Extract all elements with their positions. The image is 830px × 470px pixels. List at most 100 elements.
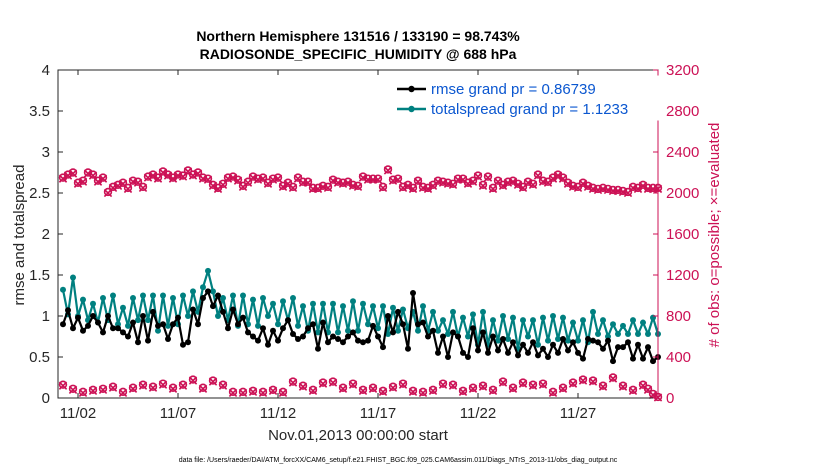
- obs-high-possible-marker: [213, 183, 223, 193]
- totalspread-point: [125, 322, 131, 329]
- rmse-point: [305, 325, 311, 332]
- obs-low-evaluated-marker: [528, 381, 538, 390]
- y2-tick-label: 2000: [666, 185, 699, 202]
- obs-high-possible-marker: [458, 174, 468, 183]
- rmse-point: [100, 329, 106, 336]
- obs-low-evaluated-marker: [168, 384, 178, 393]
- obs-high-evaluated-marker: [373, 175, 383, 184]
- y2-tick-label: 400: [666, 349, 691, 366]
- obs-high-possible-marker: [473, 171, 483, 180]
- obs-high-possible-marker: [373, 174, 383, 183]
- obs-high-possible-marker: [88, 170, 98, 179]
- totalspread-point: [260, 294, 266, 301]
- legend-rmse-marker: [408, 85, 415, 93]
- obs-low-possible-marker: [108, 382, 118, 391]
- y-axis-label: rmse and totalspread: [11, 165, 28, 306]
- obs-low-possible-marker: [208, 376, 218, 385]
- obs-low-evaluated-marker: [308, 386, 318, 395]
- rmse-point: [185, 339, 191, 346]
- y-tick-label: 3.5: [29, 103, 50, 120]
- totalspread-point: [505, 335, 511, 342]
- obs-high-possible-marker: [593, 184, 603, 194]
- obs-high-possible-marker: [428, 180, 438, 190]
- obs-high-evaluated-marker: [138, 183, 148, 193]
- totalspread-point: [155, 327, 161, 334]
- obs-high-possible-marker: [103, 187, 113, 197]
- rmse-point: [90, 313, 96, 319]
- totalspread-point: [580, 317, 586, 324]
- rmse-point: [365, 337, 371, 344]
- rmse-point: [310, 321, 316, 328]
- obs-high-possible-marker: [118, 178, 128, 187]
- rmse-point: [65, 307, 71, 314]
- obs-low-evaluated-marker: [298, 382, 308, 391]
- obs-low-possible-marker: [148, 382, 158, 391]
- legend-box: [391, 75, 659, 121]
- rmse-point: [150, 308, 156, 315]
- totalspread-point: [420, 303, 426, 310]
- obs-low-possible-marker: [58, 380, 68, 389]
- rmse-point: [645, 344, 651, 351]
- obs-low-evaluated-marker: [178, 381, 188, 390]
- obs-low-evaluated-marker: [508, 384, 518, 393]
- x-tick-label: 11/12: [260, 405, 296, 422]
- rmse-point: [470, 325, 476, 332]
- obs-low-evaluated-marker: [138, 381, 148, 390]
- obs-high-possible-marker: [558, 173, 568, 182]
- rmse-point: [610, 358, 616, 365]
- obs-low-evaluated-marker: [218, 381, 228, 390]
- axis-ticks: 0 0.5 1 1.5 2 2.5 3 3.5 4 0 400 800 1200 1600 2000 2400…: [29, 62, 699, 422]
- rmse-point: [220, 308, 226, 315]
- x-tick-label: 11/07: [160, 405, 196, 422]
- obs-low-evaluated-marker: [98, 385, 108, 394]
- rmse-point: [560, 335, 566, 342]
- totalspread-point: [190, 288, 196, 295]
- rmse-spread-series: [60, 267, 661, 365]
- obs-high-evaluated-marker: [488, 184, 498, 194]
- y2-axis-label: # of obs: o=possible; ×=evaluated: [706, 123, 723, 348]
- totalspread-point: [440, 317, 446, 324]
- obs-high-evaluated-marker: [528, 180, 538, 189]
- rmse-point: [595, 339, 601, 346]
- obs-low-possible-marker: [258, 387, 268, 397]
- rmse-point: [605, 337, 611, 344]
- obs-low-evaluated-marker: [318, 379, 328, 388]
- rmse-point: [370, 322, 376, 329]
- obs-low-possible-marker: [188, 375, 198, 384]
- rmse-point: [580, 355, 586, 362]
- rmse-point: [350, 329, 356, 336]
- obs-low-possible-marker: [78, 387, 88, 397]
- obs-low-possible-marker: [298, 381, 308, 390]
- obs-high-evaluated-marker: [393, 175, 403, 184]
- obs-low-possible-marker: [268, 385, 278, 394]
- totalspread-point: [575, 337, 581, 344]
- obs-low-evaluated-marker: [208, 377, 218, 386]
- obs-low-evaluated-marker: [518, 379, 528, 388]
- totalspread-point: [185, 313, 191, 319]
- obs-high-evaluated-marker: [123, 184, 133, 194]
- rmse-point: [630, 355, 636, 362]
- obs-low-possible-marker: [228, 387, 238, 397]
- obs-low-evaluated-marker: [248, 387, 258, 397]
- totalspread-point: [80, 296, 86, 303]
- obs-low-possible-marker: [248, 386, 258, 396]
- obs-low-possible-marker: [288, 377, 298, 386]
- rmse-point: [585, 335, 591, 342]
- totalspread-point: [540, 314, 546, 321]
- y-tick-label: 2: [42, 226, 50, 243]
- rmse-point: [335, 335, 341, 342]
- obs-high-possible-marker: [583, 181, 593, 191]
- y2-tick-label: 2400: [666, 144, 699, 161]
- obs-low-possible-marker: [458, 386, 468, 396]
- obs-high-evaluated-marker: [153, 174, 163, 183]
- rmse-point: [395, 308, 401, 315]
- rmse-point: [190, 306, 196, 313]
- chart-subtitle: RADIOSONDE_SPECIFIC_HUMIDITY @ 688 hPa: [200, 46, 517, 62]
- totalspread-point: [280, 298, 286, 305]
- totalspread-point: [645, 331, 651, 338]
- obs-low-possible-marker: [548, 387, 558, 397]
- x-tick-label: 11/17: [360, 405, 396, 422]
- obs-high-evaluated-marker: [218, 180, 228, 189]
- obs-low-possible-marker: [643, 384, 653, 393]
- obs-low-evaluated-marker: [128, 384, 138, 393]
